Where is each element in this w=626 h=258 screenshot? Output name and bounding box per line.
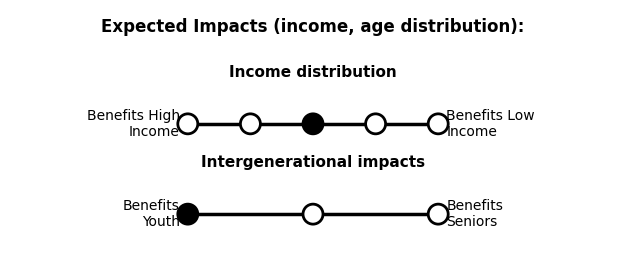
Circle shape	[178, 114, 198, 134]
Circle shape	[428, 204, 448, 224]
Text: Income distribution: Income distribution	[229, 65, 397, 80]
Circle shape	[178, 204, 198, 224]
Text: Benefits
Seniors: Benefits Seniors	[446, 199, 503, 229]
Circle shape	[428, 114, 448, 134]
Circle shape	[240, 114, 260, 134]
Text: Benefits Low
Income: Benefits Low Income	[446, 109, 535, 139]
Circle shape	[303, 204, 323, 224]
Circle shape	[366, 114, 386, 134]
Text: Expected Impacts (income, age distribution):: Expected Impacts (income, age distributi…	[101, 18, 525, 36]
Circle shape	[303, 114, 323, 134]
Text: Benefits High
Income: Benefits High Income	[86, 109, 180, 139]
Text: Intergenerational impacts: Intergenerational impacts	[201, 155, 425, 170]
Text: Benefits
Youth: Benefits Youth	[123, 199, 180, 229]
